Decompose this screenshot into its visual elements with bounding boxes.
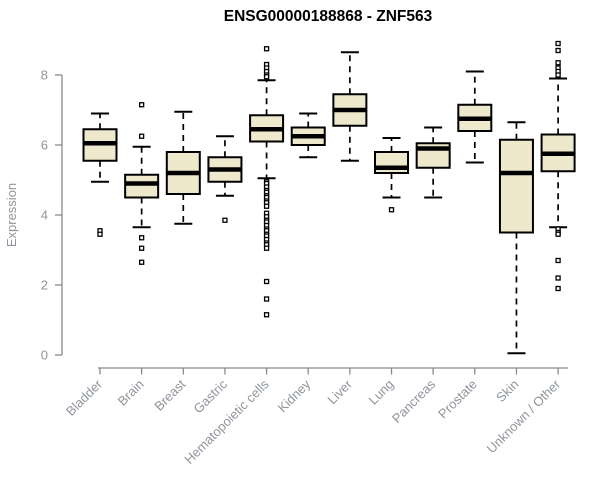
outlier-point (555, 40, 561, 47)
outlier-point (263, 46, 270, 52)
outlier-point (555, 285, 561, 292)
y-axis-title: Expression (4, 183, 19, 247)
outlier-point (138, 259, 145, 265)
x-tick-label: Unknown / Other (484, 376, 564, 456)
outlier-point (555, 257, 561, 264)
y-tick-label: 6 (41, 138, 48, 153)
outlier-point (263, 245, 270, 251)
x-tick-label: Kidney (275, 376, 314, 415)
x-tick-label: Gastric (190, 376, 230, 416)
outlier-point (388, 207, 395, 213)
outlier-point (555, 47, 561, 54)
outlier-point (263, 312, 270, 318)
y-tick-label: 2 (41, 278, 48, 293)
box-rect (498, 138, 534, 234)
x-tick-label: Lung (366, 377, 397, 408)
outlier-point (97, 231, 103, 237)
outlier-point (555, 275, 561, 281)
x-tick-label: Liver (324, 376, 355, 407)
outlier-point (138, 245, 145, 251)
outlier-point (222, 217, 228, 223)
outlier-point (263, 296, 270, 302)
x-tick-label: Brain (115, 377, 147, 409)
chart-title: ENSG00000188868 - ZNF563 (224, 8, 433, 25)
x-tick-label: Skin (493, 377, 521, 405)
box-rect (124, 173, 160, 199)
x-tick-label: Prostate (435, 377, 480, 422)
x-tick-label: Bladder (63, 376, 106, 419)
outlier-point (555, 72, 561, 78)
chart-layer (82, 40, 576, 355)
outlier-point (138, 133, 145, 139)
outlier-point (263, 74, 270, 80)
outlier-point (263, 278, 270, 285)
outlier-point (263, 203, 270, 209)
outlier-point (555, 231, 561, 237)
y-tick-label: 8 (41, 68, 48, 83)
y-tick-label: 0 (41, 348, 48, 363)
x-tick-label: Breast (151, 376, 188, 413)
outlier-point (555, 60, 561, 66)
y-tick-label: 4 (41, 208, 48, 223)
x-tick-label: Pancreas (389, 376, 439, 426)
outlier-point (138, 102, 145, 108)
outlier-point (138, 235, 145, 241)
